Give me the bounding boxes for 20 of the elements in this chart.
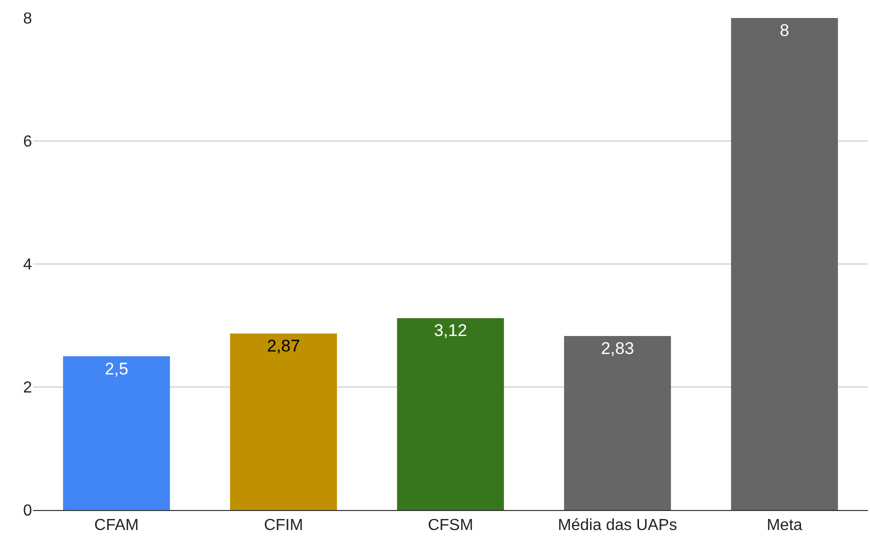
bar <box>564 336 671 510</box>
y-tick-label: 8 <box>23 10 32 28</box>
bar <box>63 356 170 510</box>
y-tick-label: 0 <box>23 502 32 520</box>
data-label: 2,83 <box>600 338 634 358</box>
y-tick-label: 4 <box>23 256 32 274</box>
x-tick-label: CFIM <box>264 517 304 534</box>
x-tick-label: Meta <box>766 517 802 534</box>
bar <box>397 318 504 510</box>
y-tick-label: 6 <box>23 134 32 151</box>
data-label: 3,12 <box>434 321 468 340</box>
data-label: 8 <box>780 21 790 40</box>
bar <box>230 334 337 510</box>
x-tick-label: CFAM <box>94 517 139 534</box>
x-tick-label: Média das UAPs <box>558 517 678 534</box>
bar <box>731 18 838 510</box>
x-tick-label: CFSM <box>428 517 474 534</box>
data-label: 2,5 <box>104 359 128 378</box>
y-tick-label: 2 <box>23 380 32 397</box>
data-label: 2,87 <box>266 336 300 356</box>
